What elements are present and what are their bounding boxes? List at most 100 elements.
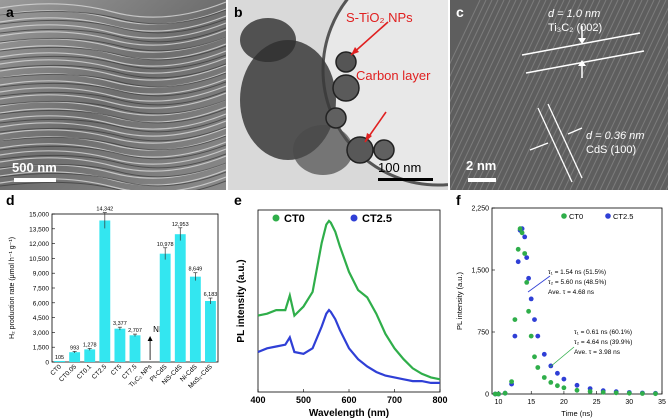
y-axis-label: H₂ production rate (μmol h⁻¹ g⁻¹) bbox=[9, 237, 16, 339]
tem-image bbox=[228, 0, 448, 190]
y-tick-label: 750 bbox=[477, 330, 489, 337]
bar bbox=[205, 300, 216, 362]
data-point bbox=[519, 230, 525, 236]
data-point bbox=[548, 380, 554, 385]
y-tick-label: 0 bbox=[485, 392, 489, 399]
data-point bbox=[512, 333, 518, 339]
annotation-ct0: τ₁ = 0.61 ns (60.1%) bbox=[574, 329, 632, 336]
panel-label-a: a bbox=[6, 4, 14, 20]
data-point bbox=[509, 379, 514, 384]
x-tick-label: 20 bbox=[560, 399, 568, 406]
y-tick-label: 3,000 bbox=[33, 330, 50, 337]
data-point bbox=[524, 280, 530, 285]
x-tick-label: CT0.05 bbox=[58, 363, 78, 383]
y-tick-label: 6,000 bbox=[33, 300, 50, 307]
series-line-ct0 bbox=[257, 219, 441, 381]
data-point bbox=[512, 317, 518, 322]
y-tick-label: 0 bbox=[45, 360, 49, 367]
scale-bar-c: 2 nm bbox=[466, 158, 497, 173]
y-axis-label: PL intensity (a.u.) bbox=[236, 259, 247, 342]
legend-label: CT2.5 bbox=[613, 212, 633, 221]
data-point bbox=[613, 390, 619, 396]
data-point bbox=[574, 382, 580, 388]
annotation-ct2-5: τ₁ = 1.54 ns (51.5%) bbox=[548, 269, 606, 276]
panel-c: c d = 1.0 nm Ti₃C₂ (002) d = 0.36 nm CdS… bbox=[450, 0, 668, 190]
x-tick-label: CT0.1 bbox=[76, 363, 94, 381]
data-point bbox=[561, 376, 567, 382]
data-point bbox=[535, 365, 541, 370]
plot-frame bbox=[491, 207, 663, 395]
data-point bbox=[541, 351, 547, 357]
legend-marker bbox=[272, 214, 280, 222]
x-tick-label: 800 bbox=[432, 395, 447, 405]
panel-label-c: c bbox=[456, 4, 464, 20]
annotation-ti3c2-plane: Ti₃C₂ (002) bbox=[548, 22, 603, 34]
x-tick-label: 35 bbox=[658, 399, 666, 406]
data-point bbox=[528, 333, 534, 339]
y-tick-label: 1,500 bbox=[33, 345, 50, 352]
data-point bbox=[502, 390, 508, 396]
annotation-arrow bbox=[549, 346, 575, 368]
x-tick-label: 15 bbox=[527, 399, 535, 406]
panel-b: b S-TiO₂ NPs Carbon layer 100 nm bbox=[228, 0, 448, 190]
x-tick-label: 10 bbox=[495, 399, 503, 406]
y-tick-label: 4,500 bbox=[33, 315, 50, 322]
data-point bbox=[626, 390, 632, 396]
annotation-s-tio2: S-TiO₂ NPs bbox=[346, 10, 413, 25]
data-point bbox=[587, 389, 593, 394]
bar bbox=[114, 328, 126, 362]
annotation-cds-plane: CdS (100) bbox=[586, 144, 637, 156]
bar bbox=[189, 276, 201, 362]
bar-data-label: 8,649 bbox=[188, 267, 202, 273]
annotation-ct0: τ₂ = 4.64 ns (39.9%) bbox=[574, 339, 632, 346]
annotation-d-cds: d = 0.36 nm bbox=[586, 130, 645, 142]
bar-data-label: 1,278 bbox=[83, 342, 97, 348]
panel-label-d: d bbox=[6, 192, 15, 208]
legend-marker bbox=[605, 213, 611, 219]
data-point bbox=[515, 259, 521, 265]
x-tick-label: 700 bbox=[387, 395, 402, 405]
bar-data-label: 105 bbox=[55, 355, 64, 361]
x-tick-label: CT2.5 bbox=[91, 363, 109, 381]
data-point bbox=[535, 333, 541, 339]
data-point bbox=[561, 385, 567, 391]
bar bbox=[54, 360, 65, 362]
y-tick-label: 12,000 bbox=[29, 241, 49, 248]
data-point bbox=[496, 391, 501, 397]
legend-marker bbox=[350, 214, 358, 222]
trpl-decay-chart: 10 15 20 25 30 35 0 750 1,500 2,250 Time (ns) PL in… bbox=[455, 206, 666, 419]
annotation-carbon-layer: Carbon layer bbox=[356, 68, 431, 83]
annotation-ct2-5: Ave. τ = 4.68 ns bbox=[548, 289, 595, 296]
plot-frame bbox=[257, 209, 441, 393]
legend-label: CT0 bbox=[284, 213, 305, 225]
x-tick-label: 25 bbox=[593, 399, 601, 406]
panel-f: f 10 15 20 25 30 35 0 750 1,500 2,250 Time (ns) PL … bbox=[450, 192, 668, 420]
bar bbox=[129, 335, 141, 362]
y-tick-label: 1,500 bbox=[471, 268, 489, 275]
panel-a: a 500 nm bbox=[0, 0, 226, 190]
bar bbox=[159, 253, 171, 362]
x-tick-label: 600 bbox=[341, 395, 356, 405]
pl-spectra-chart: 400 500 600 700 800 Wavelength (nm) PL intensi… bbox=[236, 209, 448, 419]
bar-data-label: 6,183 bbox=[204, 292, 218, 298]
bar-data-label: 993 bbox=[70, 345, 79, 351]
data-point bbox=[515, 246, 521, 252]
annotation-d-ti3c2: d = 1.0 nm bbox=[548, 8, 601, 20]
scale-bar-a: 500 nm bbox=[12, 160, 57, 175]
data-point bbox=[524, 255, 530, 260]
y-tick-label: 9,000 bbox=[33, 271, 50, 278]
y-tick-label: 10,500 bbox=[29, 256, 49, 263]
y-tick-label: 15,000 bbox=[29, 212, 49, 219]
data-point bbox=[653, 391, 658, 397]
data-point bbox=[522, 234, 528, 240]
bar bbox=[84, 349, 96, 362]
data-point bbox=[517, 226, 523, 232]
annotation-arrow bbox=[527, 275, 551, 293]
bar-data-label: 12,953 bbox=[172, 222, 189, 228]
y-tick-label: 2,250 bbox=[471, 206, 489, 213]
data-point bbox=[555, 370, 560, 376]
annotation-ct2-5: τ₂ = 5.60 ns (48.5%) bbox=[548, 279, 606, 286]
na-label: NIL bbox=[153, 325, 166, 334]
data-point bbox=[532, 354, 537, 360]
bar bbox=[99, 220, 111, 362]
